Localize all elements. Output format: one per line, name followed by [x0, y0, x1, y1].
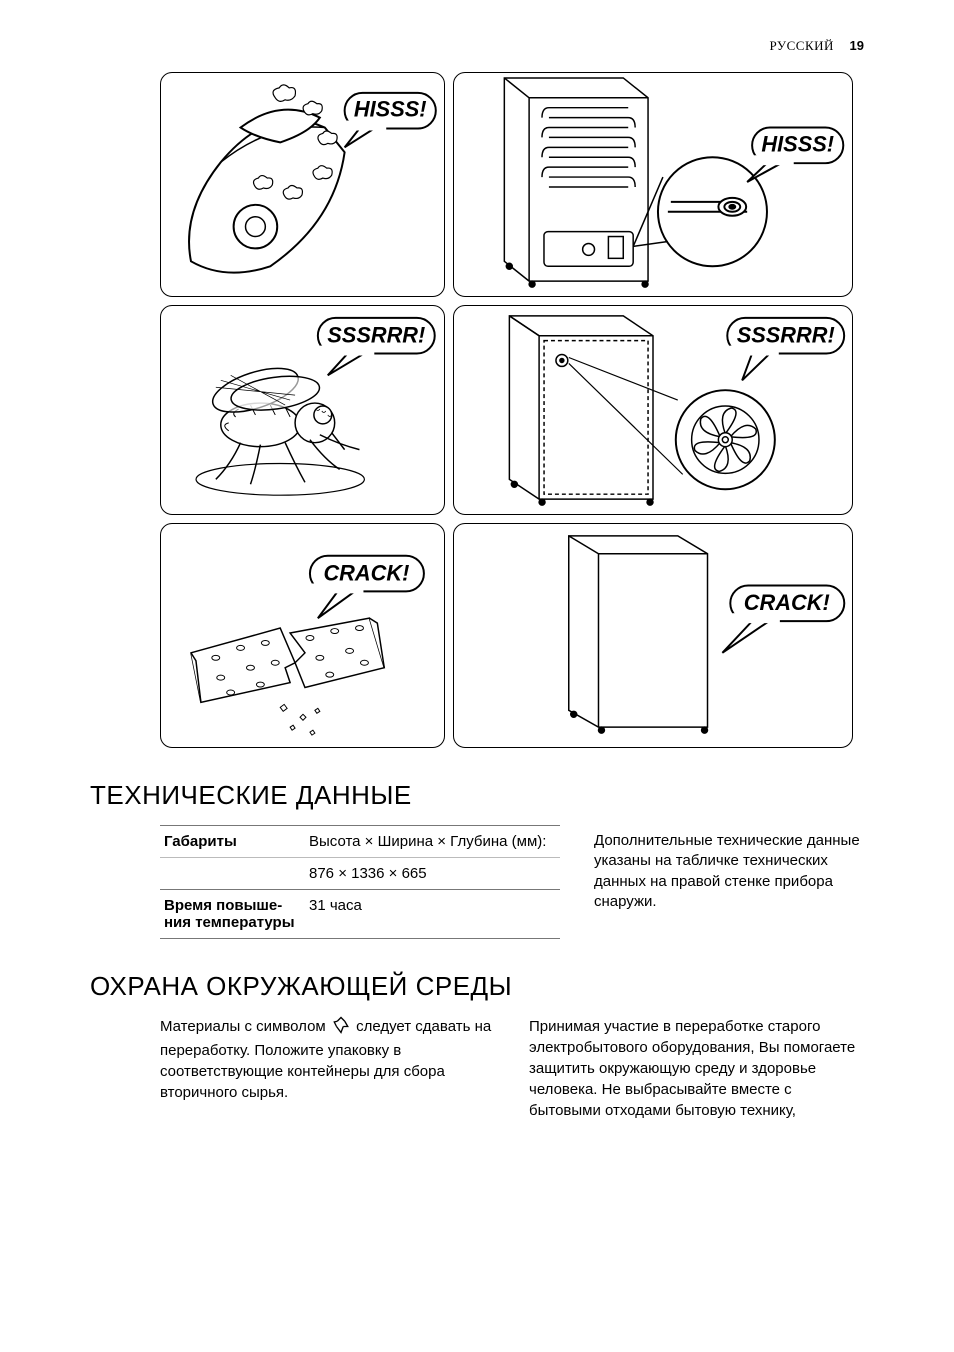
panel-row-2: SSSRRR!: [160, 305, 864, 515]
panel-fridge-crack: CRACK!: [453, 523, 853, 748]
dim-value: 876 × 1336 × 665: [309, 865, 556, 882]
tech-table: Габариты Высота × Ширина × Глубина (мм):…: [160, 825, 560, 939]
environment-section: Материалы с символом следует сдавать на …: [160, 1016, 864, 1121]
sound-panels: HISSS!: [160, 72, 864, 748]
sound-label: CRACK!: [323, 560, 409, 585]
sound-label: CRACK!: [744, 590, 830, 615]
rise-value: 31 часа: [309, 897, 556, 931]
panel-iron-hisss: HISSS!: [160, 72, 445, 297]
panel-fly-sssrrr: SSSRRR!: [160, 305, 445, 515]
env-column-left: Материалы с символом следует сдавать на …: [160, 1016, 495, 1121]
tech-data-section: Габариты Высота × Ширина × Глубина (мм):…: [160, 825, 864, 939]
table-row: Габариты Высота × Ширина × Глубина (мм):: [160, 825, 560, 857]
page-header: РУССКИЙ 19: [90, 38, 864, 54]
panel-crackers-crack: CRACK!: [160, 523, 445, 748]
heading-tech-data: ТЕХНИЧЕСКИЕ ДАННЫЕ: [90, 780, 864, 811]
table-row: Время повыше­ния температу­ры 31 часа: [160, 889, 560, 939]
sound-label: HISSS!: [761, 131, 834, 156]
heading-environment: ОХРАНА ОКРУЖАЮЩЕЙ СРЕДЫ: [90, 971, 864, 1002]
table-row: 876 × 1336 × 665: [160, 857, 560, 889]
rise-label: Время повыше­ния температу­ры: [164, 897, 309, 931]
panel-row-3: CRACK! CRACK!: [160, 523, 864, 748]
sound-label: HISSS!: [354, 97, 427, 122]
env-column-right: Принимая участие в переработке старого э…: [529, 1016, 864, 1121]
panel-fridge-fan-sssrrr: SSSRRR!: [453, 305, 853, 515]
sound-label: SSSRRR!: [327, 323, 425, 348]
dim-label: Габариты: [164, 833, 309, 850]
panel-row-1: HISSS!: [160, 72, 864, 297]
language-label: РУССКИЙ: [770, 38, 834, 53]
page-number: 19: [850, 38, 864, 53]
tech-note: Дополнительные технические дан­ные указа…: [594, 825, 864, 939]
sound-label: SSSRRR!: [737, 323, 835, 348]
speech-bubble: HISSS!: [345, 93, 436, 148]
recycle-icon: [332, 1016, 350, 1040]
panel-fridge-back-hisss: HISSS!: [453, 72, 853, 297]
env-text-before: Материалы с символом: [160, 1018, 330, 1035]
dim-desc: Высота × Ширина × Глубина (мм):: [309, 833, 556, 850]
